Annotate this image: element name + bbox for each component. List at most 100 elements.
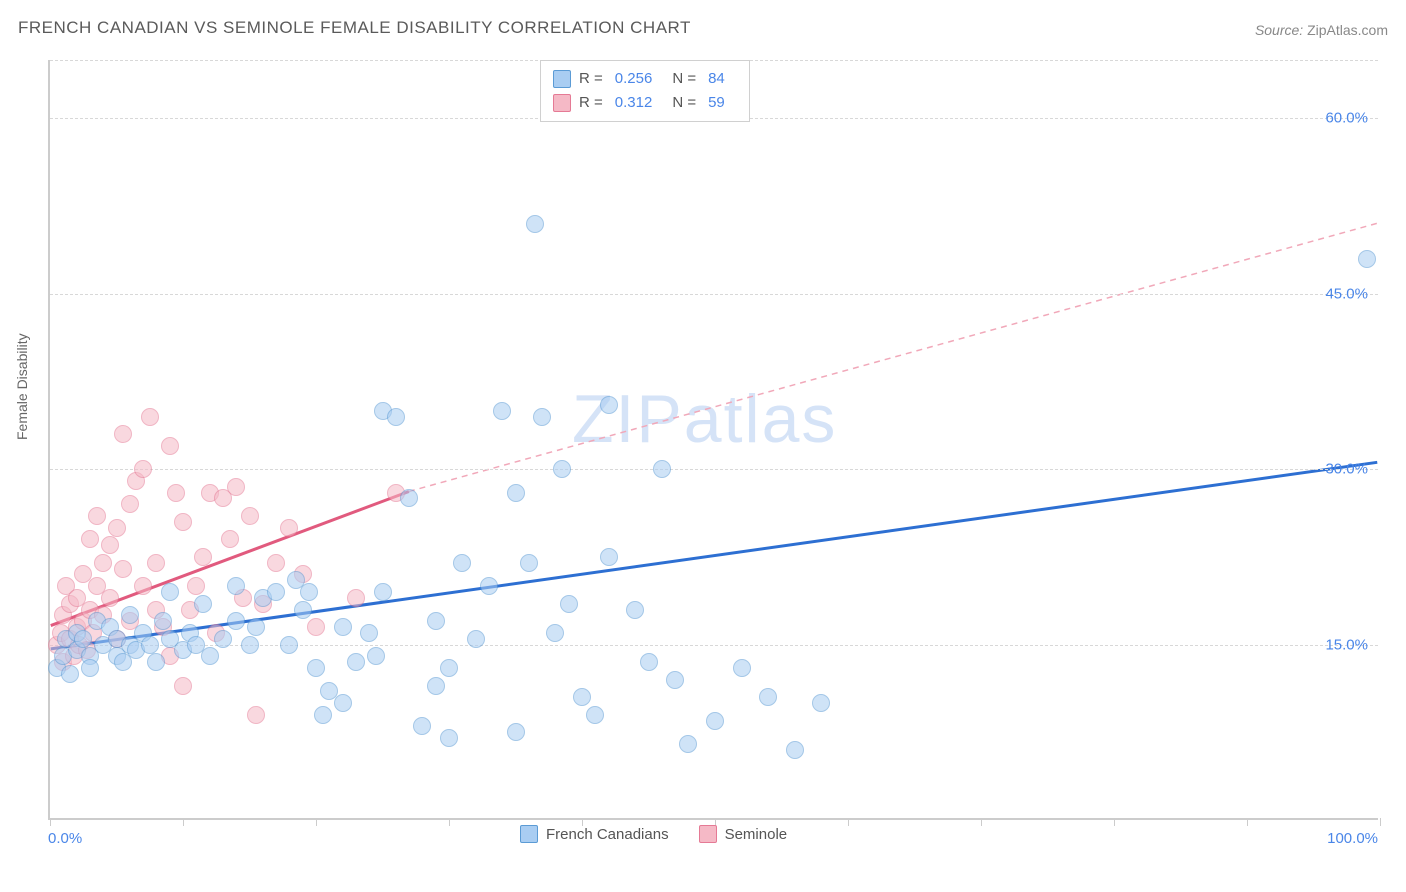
data-point: [121, 495, 139, 513]
data-point: [600, 548, 618, 566]
x-axis-min-label: 0.0%: [48, 830, 82, 847]
data-point: [101, 536, 119, 554]
data-point: [121, 606, 139, 624]
data-point: [533, 408, 551, 426]
x-tick: [1247, 818, 1248, 826]
legend-item: Seminole: [699, 825, 788, 843]
data-point: [666, 671, 684, 689]
data-point: [227, 478, 245, 496]
data-point: [759, 688, 777, 706]
data-point: [267, 554, 285, 572]
data-point: [546, 624, 564, 642]
data-point: [101, 589, 119, 607]
x-tick: [1380, 818, 1381, 826]
data-point: [387, 408, 405, 426]
x-axis-max-label: 100.0%: [1327, 830, 1378, 847]
y-tick-label: 45.0%: [1325, 285, 1368, 302]
data-point: [247, 706, 265, 724]
data-point: [360, 624, 378, 642]
x-tick: [50, 818, 51, 826]
data-point: [786, 741, 804, 759]
data-point: [280, 636, 298, 654]
legend-item: French Canadians: [520, 825, 669, 843]
source-attribution: Source: ZipAtlas.com: [1255, 22, 1388, 38]
data-point: [174, 513, 192, 531]
data-point: [81, 530, 99, 548]
source-label: Source:: [1255, 22, 1303, 38]
n-value: 84: [708, 67, 725, 91]
r-value: 0.312: [615, 91, 653, 115]
data-point: [280, 519, 298, 537]
data-point: [154, 612, 172, 630]
data-point: [553, 460, 571, 478]
x-tick: [981, 818, 982, 826]
data-point: [227, 612, 245, 630]
y-tick-label: 30.0%: [1325, 461, 1368, 478]
stats-legend-row: R = 0.256 N = 84: [553, 67, 737, 91]
data-point: [267, 583, 285, 601]
data-point: [247, 618, 265, 636]
data-point: [493, 402, 511, 420]
data-point: [307, 618, 325, 636]
x-tick: [1114, 818, 1115, 826]
stats-legend-row: R =0.312N =59: [553, 91, 737, 115]
data-point: [427, 612, 445, 630]
data-point: [374, 583, 392, 601]
data-point: [134, 577, 152, 595]
data-point: [507, 723, 525, 741]
data-point: [174, 677, 192, 695]
n-label: N =: [672, 67, 696, 91]
data-point: [167, 484, 185, 502]
data-point: [187, 577, 205, 595]
stats-legend: R = 0.256 N = 84R = 0.312 N = 59: [540, 60, 750, 122]
data-point: [221, 530, 239, 548]
data-point: [161, 583, 179, 601]
data-point: [520, 554, 538, 572]
data-point: [74, 630, 92, 648]
data-point: [812, 694, 830, 712]
legend-swatch: [699, 825, 717, 843]
data-point: [507, 484, 525, 502]
data-point: [413, 717, 431, 735]
x-tick: [848, 818, 849, 826]
n-value: 59: [708, 91, 725, 115]
correlation-chart: FRENCH CANADIAN VS SEMINOLE FEMALE DISAB…: [0, 0, 1406, 892]
data-point: [161, 437, 179, 455]
data-point: [653, 460, 671, 478]
data-point: [114, 425, 132, 443]
data-point: [640, 653, 658, 671]
data-point: [427, 677, 445, 695]
data-point: [367, 647, 385, 665]
data-point: [440, 659, 458, 677]
data-point: [1358, 250, 1376, 268]
data-point: [294, 601, 312, 619]
r-label: R =: [579, 91, 603, 115]
trend-line: [409, 223, 1377, 491]
data-point: [334, 694, 352, 712]
r-label: R =: [579, 67, 603, 91]
y-axis-title: Female Disability: [14, 333, 30, 440]
data-point: [400, 489, 418, 507]
data-point: [467, 630, 485, 648]
data-point: [347, 653, 365, 671]
data-point: [733, 659, 751, 677]
watermark: ZIPatlas: [572, 380, 837, 458]
data-point: [347, 589, 365, 607]
legend-swatch: [553, 70, 571, 88]
data-point: [626, 601, 644, 619]
source-link[interactable]: ZipAtlas.com: [1307, 22, 1388, 38]
data-point: [141, 408, 159, 426]
data-point: [88, 507, 106, 525]
data-point: [586, 706, 604, 724]
gridline: [50, 294, 1378, 295]
watermark-atlas: atlas: [684, 381, 838, 457]
data-point: [706, 712, 724, 730]
legend-swatch: [520, 825, 538, 843]
data-point: [241, 507, 259, 525]
data-point: [227, 577, 245, 595]
data-point: [241, 636, 259, 654]
data-point: [147, 653, 165, 671]
data-point: [94, 554, 112, 572]
y-tick-label: 15.0%: [1325, 636, 1368, 653]
r-value: 0.256: [615, 67, 653, 91]
